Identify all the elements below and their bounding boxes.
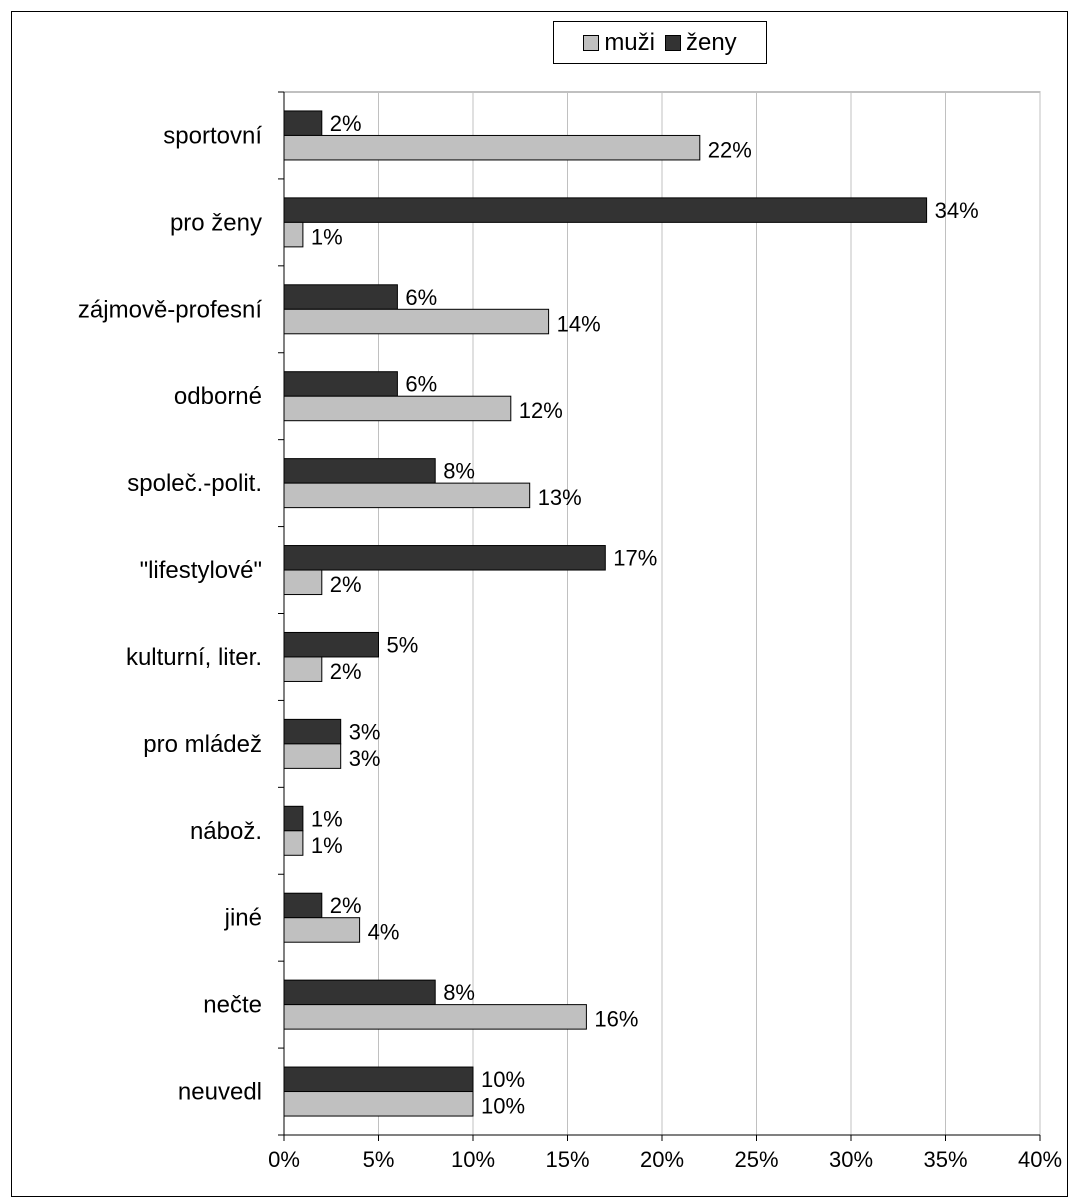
bar-muzi [283, 308, 550, 335]
data-label-muzi: 2% [330, 659, 362, 684]
category-label: kulturní, liter. [126, 644, 262, 671]
bar-zeny [283, 1066, 474, 1093]
bar-zeny [283, 197, 928, 223]
category-label: odborné [174, 383, 262, 410]
category-label: pro ženy [170, 209, 262, 236]
bar-zeny [283, 284, 398, 310]
data-label-muzi: 1% [311, 224, 343, 249]
legend-label-zeny: ženy [685, 28, 737, 56]
category-label: společ.-polit. [127, 470, 262, 497]
bar-muzi [283, 569, 323, 596]
bar-muzi [283, 743, 342, 769]
category-label: pro mládež [143, 731, 262, 758]
bar-muzi [283, 221, 304, 248]
data-label-zeny: 1% [311, 806, 343, 831]
x-tick-label: 10% [451, 1147, 495, 1172]
data-label-muzi: 2% [330, 572, 362, 597]
bar-muzi [283, 482, 531, 509]
data-label-zeny: 34% [935, 198, 979, 223]
data-label-muzi: 1% [311, 833, 343, 858]
legend: muži ženy [553, 21, 767, 64]
data-label-zeny: 6% [405, 285, 437, 310]
data-label-muzi: 16% [594, 1007, 638, 1032]
data-label-muzi: 13% [538, 485, 582, 510]
data-label-zeny: 6% [405, 372, 437, 397]
category-label: sportovní [163, 122, 262, 149]
bar-zeny [283, 979, 436, 1006]
bar-zeny [283, 458, 436, 484]
x-tick-label: 30% [829, 1147, 873, 1172]
bar-muzi [283, 656, 323, 682]
category-label: "lifestylové" [140, 557, 262, 584]
x-tick-label: 25% [734, 1147, 778, 1172]
data-label-zeny: 17% [613, 546, 657, 571]
data-label-zeny: 2% [330, 111, 362, 136]
bar-muzi [283, 1004, 587, 1030]
legend-item-muzi: muži [583, 29, 655, 57]
x-tick-label: 0% [268, 1147, 300, 1172]
category-label: jiné [224, 905, 262, 932]
category-label: nábož. [190, 818, 262, 845]
bar-zeny [283, 631, 379, 658]
data-label-zeny: 2% [330, 893, 362, 918]
bar-muzi [283, 1091, 474, 1117]
category-label: neuvedl [178, 1079, 262, 1106]
bar-muzi [283, 134, 701, 161]
data-label-zeny: 10% [481, 1067, 525, 1092]
x-tick-label: 5% [363, 1147, 395, 1172]
bar-muzi [283, 830, 304, 856]
data-label-zeny: 8% [443, 459, 475, 484]
legend-swatch-muzi [583, 34, 600, 51]
bar-zeny [283, 371, 398, 397]
category-label: zájmově-profesní [78, 296, 262, 323]
bar-zeny [283, 892, 323, 919]
data-label-zeny: 8% [443, 980, 475, 1005]
legend-label-muzi: muži [604, 28, 655, 56]
bar-muzi [283, 395, 512, 422]
bar-muzi [283, 917, 361, 943]
bar-zeny [283, 545, 606, 571]
x-tick-label: 15% [545, 1147, 589, 1172]
data-label-zeny: 5% [387, 632, 419, 657]
legend-swatch-zeny [664, 34, 681, 51]
data-label-muzi: 3% [349, 746, 381, 771]
bar-zeny [283, 718, 342, 745]
x-tick-label: 20% [640, 1147, 684, 1172]
data-label-muzi: 10% [481, 1094, 525, 1119]
data-label-muzi: 4% [368, 920, 400, 945]
data-label-muzi: 12% [519, 398, 563, 423]
category-label: nečte [203, 992, 262, 1019]
legend-item-zeny: ženy [664, 28, 737, 57]
x-tick-label: 40% [1018, 1147, 1062, 1172]
data-label-zeny: 3% [349, 719, 381, 744]
data-label-muzi: 14% [557, 311, 601, 336]
x-tick-label: 35% [923, 1147, 967, 1172]
bar-zeny [283, 110, 323, 136]
bar-zeny [283, 805, 304, 832]
data-label-muzi: 22% [708, 137, 752, 162]
